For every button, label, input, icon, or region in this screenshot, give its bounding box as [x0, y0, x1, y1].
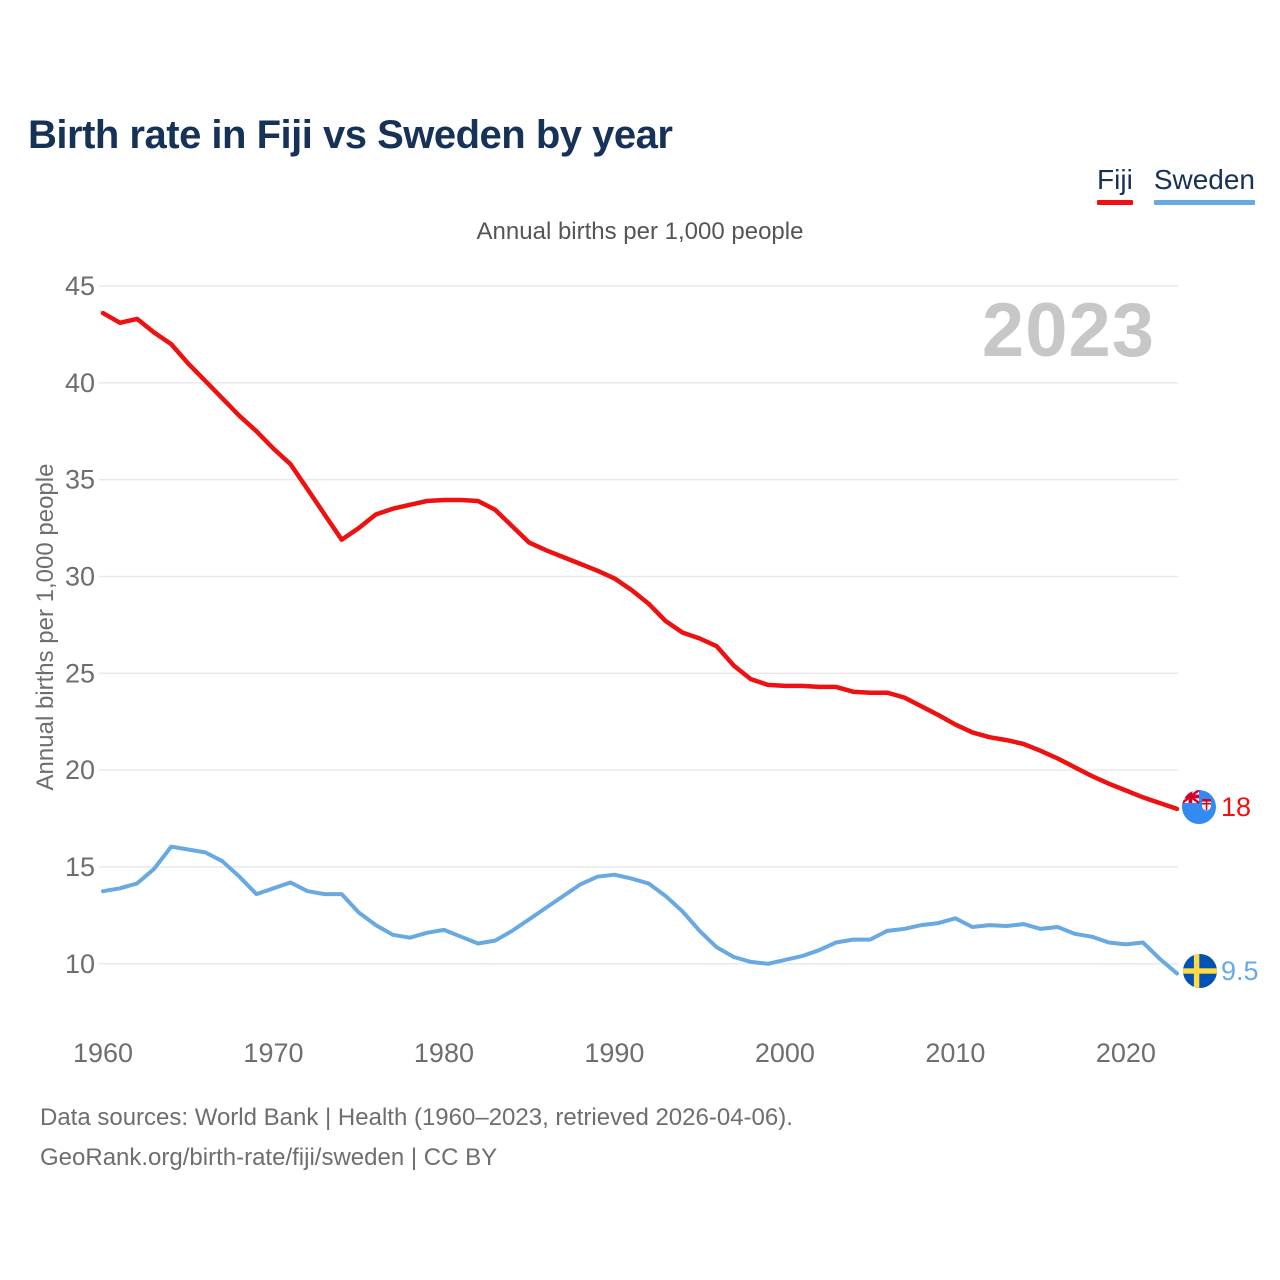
y-tick-label: 35 — [65, 465, 95, 495]
y-tick-label: 20 — [65, 755, 95, 785]
y-tick-label: 45 — [65, 271, 95, 301]
x-tick-label: 1980 — [414, 1038, 474, 1068]
legend-label-fiji: Fiji — [1097, 164, 1133, 195]
chart-subtitle: Annual births per 1,000 people — [476, 218, 804, 245]
fiji-flag-icon — [1182, 790, 1216, 824]
series-line-sweden — [101, 844, 1179, 976]
y-tick-label: 25 — [65, 658, 95, 688]
y-tick-label: 40 — [65, 368, 95, 398]
x-tick-label: 1990 — [584, 1038, 644, 1068]
sweden-end-value: 9.5 — [1221, 956, 1259, 986]
fiji-end-value: 18 — [1221, 792, 1252, 822]
legend-underline-fiji — [1097, 200, 1133, 205]
legend-item-fiji[interactable]: Fiji — [1097, 164, 1133, 205]
footer-data-sources: Data sources: World Bank | Health (1960–… — [40, 1104, 793, 1131]
page-title: Birth rate in Fiji vs Sweden by year — [28, 112, 673, 157]
legend-label-sweden: Sweden — [1153, 164, 1255, 195]
y-tick-label: 10 — [65, 949, 95, 979]
x-tick-label: 2000 — [755, 1038, 815, 1068]
x-tick-label: 1960 — [73, 1038, 133, 1068]
y-tick-label: 15 — [65, 852, 95, 882]
y-tick-label: 30 — [65, 561, 95, 591]
footer-attribution: GeoRank.org/birth-rate/fiji/sweden | CC … — [40, 1144, 498, 1171]
sweden-flag-icon — [1183, 954, 1217, 988]
x-tick-label: 2020 — [1096, 1038, 1156, 1068]
legend-underline-sweden — [1153, 200, 1255, 205]
x-tick-label: 1970 — [243, 1038, 303, 1068]
footer: Data sources: World Bank | Health (1960–… — [40, 1098, 793, 1178]
x-tick-label: 2010 — [925, 1038, 985, 1068]
legend-item-sweden[interactable]: Sweden — [1153, 164, 1255, 205]
legend: Fiji Sweden — [1097, 164, 1255, 205]
watermark-year: 2023 — [981, 288, 1155, 373]
series-line-fiji — [100, 310, 1180, 812]
